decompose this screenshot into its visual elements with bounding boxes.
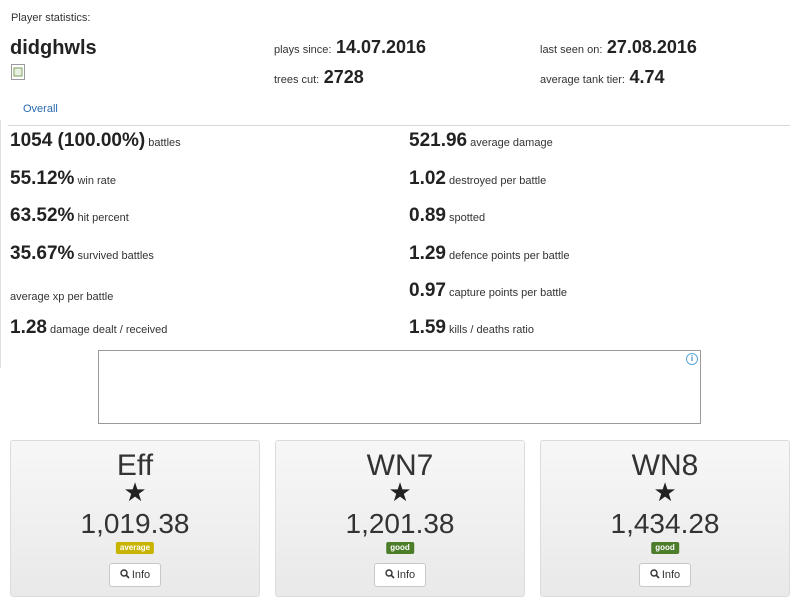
rating-badge: good <box>386 542 414 554</box>
stat-damage-ratio: 1.28 damage dealt / received <box>10 317 168 338</box>
stat-average-damage: 521.96 average damage <box>409 130 553 151</box>
info-button[interactable]: Info <box>109 563 161 587</box>
search-icon <box>650 569 660 579</box>
rating-name: Eff <box>116 449 154 482</box>
tab-overall[interactable]: Overall <box>23 103 58 115</box>
last-seen: last seen on: 27.08.2016 <box>540 37 697 57</box>
rating-card-wn8: WN8 ★ 1,434.28 good Info <box>540 440 790 597</box>
stat-destroyed-per-battle: 1.02 destroyed per battle <box>409 168 547 189</box>
rating-card-eff: Eff ★ 1,019.38 average Info <box>10 440 260 597</box>
stat-defence-points: 1.29 defence points per battle <box>409 243 570 264</box>
stat-hit-percent: 63.52% hit percent <box>10 205 129 226</box>
rating-badge: good <box>651 542 679 554</box>
info-button[interactable]: Info <box>639 563 691 587</box>
stat-kd-ratio: 1.59 kills / deaths ratio <box>409 317 534 338</box>
stat-win-rate: 55.12% win rate <box>10 168 116 189</box>
rating-value: 1,434.28 <box>610 508 720 539</box>
info-button[interactable]: Info <box>374 563 426 587</box>
divider <box>8 125 790 126</box>
section-label: Player statistics: <box>11 12 91 24</box>
rating-value: 1,201.38 <box>345 508 455 539</box>
rating-badge: average <box>115 542 155 554</box>
rating-name: WN8 <box>631 449 699 482</box>
ad-banner[interactable]: i <box>98 350 701 424</box>
stat-battles: 1054 (100.00%) battles <box>10 130 181 151</box>
broken-image-icon <box>11 64 25 80</box>
rating-card-wn7: WN7 ★ 1,201.38 good Info <box>275 440 525 597</box>
star-icon: ★ <box>123 477 147 507</box>
search-icon <box>385 569 395 579</box>
stat-average-xp: average xp per battle <box>10 291 114 303</box>
info-icon[interactable]: i <box>686 353 698 365</box>
plays-since: plays since: 14.07.2016 <box>274 37 427 57</box>
player-name: didghwls <box>10 37 97 59</box>
panel-border <box>0 120 1 368</box>
rating-name: WN7 <box>366 449 434 482</box>
stat-survived-battles: 35.67% survived battles <box>10 243 154 264</box>
stat-capture-points: 0.97 capture points per battle <box>409 280 568 301</box>
trees-cut: trees cut: 2728 <box>274 67 364 87</box>
star-icon: ★ <box>388 477 412 507</box>
stat-spotted: 0.89 spotted <box>409 205 486 226</box>
search-icon <box>120 569 130 579</box>
rating-value: 1,019.38 <box>80 508 190 539</box>
star-icon: ★ <box>653 477 677 507</box>
average-tank-tier: average tank tier: 4.74 <box>540 67 665 87</box>
